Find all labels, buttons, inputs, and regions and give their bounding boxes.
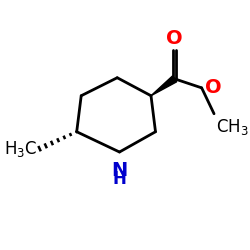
Text: H$_3$C: H$_3$C (4, 139, 37, 159)
Text: N: N (111, 160, 128, 180)
Text: O: O (205, 78, 222, 97)
Text: CH$_3$: CH$_3$ (216, 117, 248, 137)
Text: O: O (166, 29, 183, 48)
Polygon shape (151, 76, 177, 96)
Text: H: H (112, 170, 126, 188)
